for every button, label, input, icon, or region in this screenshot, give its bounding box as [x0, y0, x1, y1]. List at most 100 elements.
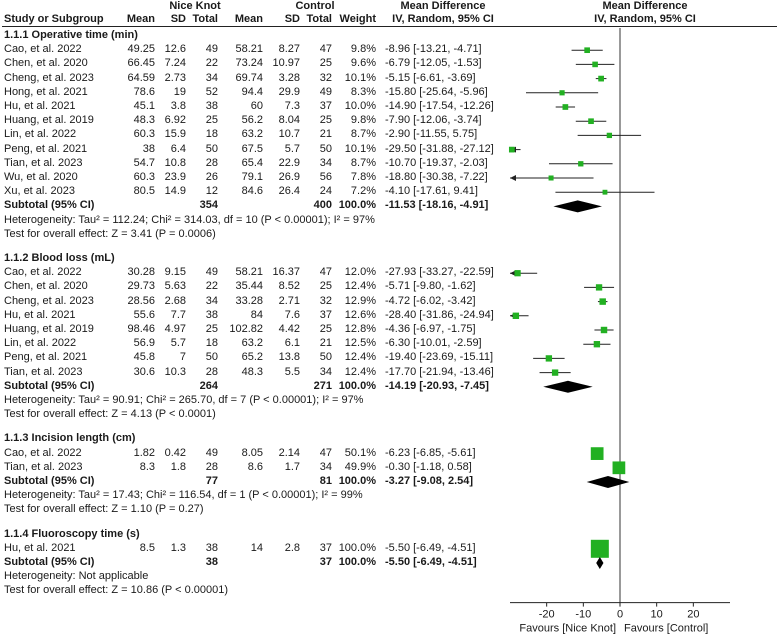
study-weight: 10.1%: [344, 142, 376, 155]
method-left: IV, Random, 95% CI: [392, 13, 494, 25]
study-sd1: 2.73: [164, 71, 186, 84]
col-mean1-header: Mean: [126, 13, 155, 25]
study-name: Hu, et al. 2021: [4, 100, 76, 112]
study-n1: 34: [205, 71, 218, 84]
study-square: [600, 326, 608, 334]
study-ci-text: -4.10 [-17.61, 9.41]: [385, 185, 478, 198]
study-ci-text: -2.90 [-11.55, 5.75]: [385, 128, 478, 141]
subtotal-weight: 100.0%: [338, 379, 376, 392]
study-sd1: 1.3: [170, 541, 186, 554]
study-n2: 25: [319, 57, 332, 70]
x-tick-label: 20: [687, 609, 699, 621]
study-sd2: 26.9: [278, 171, 300, 183]
study-ci-text: -6.79 [-12.05, -1.53]: [385, 57, 482, 70]
subtotal-diamond: [596, 557, 604, 569]
study-mean1: 60.3: [133, 128, 155, 141]
study-sd1: 7.7: [170, 308, 186, 321]
study-square: [562, 104, 569, 110]
subtotal-diamond: [553, 200, 602, 213]
study-n1: 38: [205, 100, 218, 112]
study-sd1: 1.8: [170, 460, 186, 473]
study-square: [551, 369, 559, 376]
study-name: Huang, et al. 2019: [4, 114, 94, 127]
study-mean2: 65.2: [241, 351, 263, 364]
study-ci-text: -28.40 [-31.86, -24.94]: [385, 308, 494, 321]
subtotal-label: Subtotal (95% CI): [4, 379, 95, 392]
study-sd2: 2.71: [278, 294, 300, 307]
heterogeneity-text: Heterogeneity: Tau² = 90.91; Chi² = 265.…: [4, 394, 364, 406]
subtotal-ci-text: -14.19 [-20.93, -7.45]: [385, 379, 489, 392]
study-ci-text: -5.50 [-6.49, -4.51]: [385, 541, 476, 554]
study-sd2: 16.37: [272, 266, 300, 279]
subtotal-label: Subtotal (95% CI): [4, 475, 95, 487]
study-mean2: 73.24: [235, 57, 263, 70]
subtotal-n2: 271: [313, 379, 332, 392]
study-sd1: 12.6: [164, 43, 186, 56]
md-title-right: Mean Difference: [602, 0, 688, 12]
study-name: Cheng, et al. 2023: [4, 294, 94, 307]
study-n1: 28: [205, 365, 218, 378]
study-n2: 32: [319, 294, 332, 307]
subtotal-weight: 100.0%: [338, 556, 376, 568]
study-name: Tian, et al. 2023: [4, 460, 83, 473]
study-n1: 49: [205, 266, 218, 279]
overall-effect-text: Test for overall effect: Z = 1.10 (P = 0…: [4, 503, 204, 516]
study-weight: 12.5%: [344, 337, 376, 350]
study-ci-text: -10.70 [-19.37, -2.03]: [385, 156, 488, 169]
study-mean2: 58.21: [235, 266, 263, 279]
study-sd1: 14.9: [164, 185, 186, 198]
subtotal-weight: 100.0%: [338, 199, 376, 212]
subgroup-title: 1.1.3 Incision length (cm): [4, 432, 136, 445]
study-sd1: 7: [179, 351, 186, 364]
study-weight: 12.0%: [344, 266, 376, 279]
study-n2: 25: [319, 114, 332, 127]
study-square: [512, 312, 520, 319]
study-sd1: 4.97: [164, 323, 186, 335]
study-sd1: 7.24: [164, 57, 186, 70]
study-sd2: 10.7: [278, 128, 300, 141]
study-weight: 7.8%: [350, 171, 376, 183]
study-sd1: 10.8: [164, 156, 186, 169]
subtotal-label: Subtotal (95% CI): [4, 556, 95, 568]
study-square: [599, 298, 606, 305]
col-study-header: Study or Subgroup: [4, 13, 104, 25]
study-weight: 8.7%: [350, 156, 376, 169]
study-ci-text: -15.80 [-25.64, -5.96]: [385, 85, 488, 98]
study-weight: 9.8%: [350, 114, 376, 127]
study-name: Peng, et al. 2021: [4, 142, 88, 155]
study-ci-text: -4.36 [-6.97, -1.75]: [385, 323, 476, 335]
study-weight: 49.9%: [344, 460, 376, 473]
study-mean2: 8.05: [241, 446, 263, 459]
subgroup-title: 1.1.2 Blood loss (mL): [4, 252, 115, 264]
study-sd1: 9.15: [164, 266, 186, 279]
study-sd2: 29.9: [278, 85, 300, 98]
study-square: [578, 161, 584, 167]
study-sd2: 26.4: [278, 185, 300, 198]
study-sd2: 1.7: [284, 460, 300, 473]
study-square: [514, 270, 521, 277]
study-n2: 34: [319, 460, 332, 473]
subtotal-ci-text: -11.53 [-18.16, -4.91]: [385, 199, 489, 212]
study-mean2: 69.74: [235, 71, 263, 84]
study-square: [545, 355, 553, 362]
study-square: [602, 189, 608, 195]
study-sd1: 5.63: [164, 280, 186, 293]
study-name: Tian, et al. 2023: [4, 156, 83, 169]
study-ci-text: -27.93 [-33.27, -22.59]: [385, 266, 494, 279]
study-n1: 38: [205, 308, 218, 321]
study-sd1: 23.9: [164, 171, 186, 183]
study-mean1: 45.8: [133, 351, 155, 364]
study-mean1: 48.3: [133, 114, 155, 127]
study-n1: 18: [205, 337, 218, 350]
study-mean1: 1.82: [133, 446, 155, 459]
study-n1: 50: [205, 142, 218, 155]
study-n1: 49: [205, 43, 218, 56]
study-mean1: 56.9: [133, 337, 155, 350]
x-tick-label: -10: [575, 609, 591, 621]
col-weight-header: Weight: [339, 13, 376, 25]
study-square: [548, 175, 554, 181]
study-square: [559, 90, 565, 96]
study-ci-text: -4.72 [-6.02, -3.42]: [385, 294, 476, 307]
col-sd2-header: SD: [284, 13, 300, 25]
study-name: Cao, et al. 2022: [4, 43, 82, 56]
